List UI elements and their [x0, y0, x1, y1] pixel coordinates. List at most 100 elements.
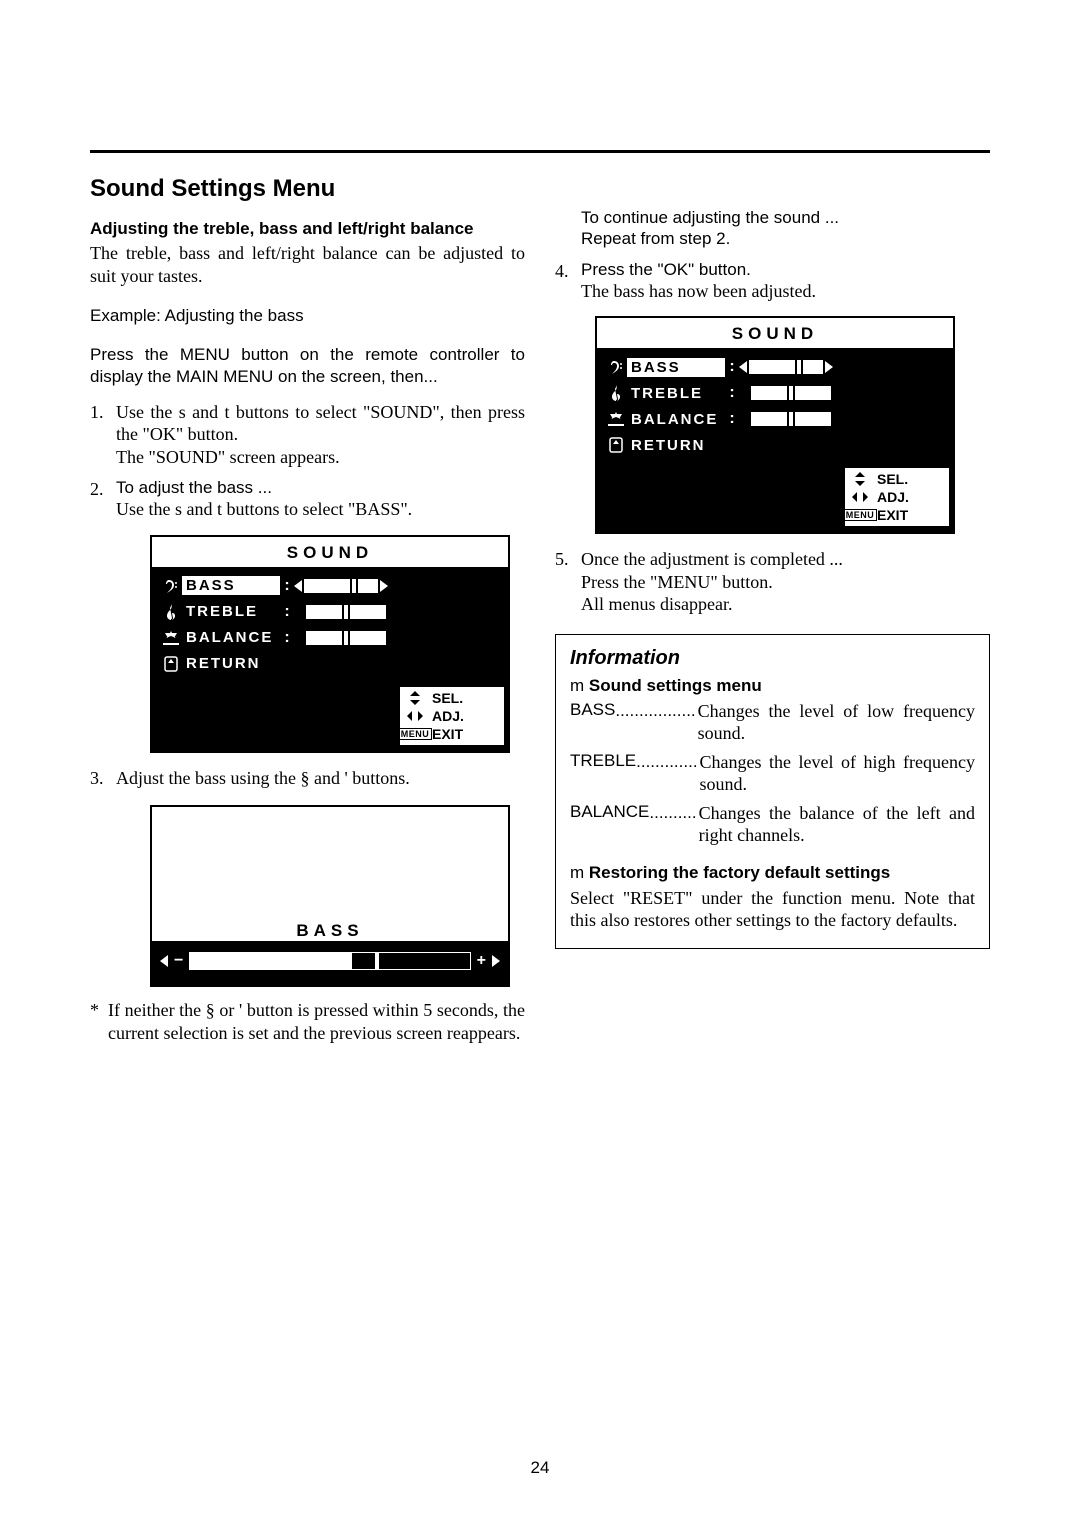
treble-clef-icon	[160, 603, 182, 621]
slider-bar	[751, 412, 787, 426]
slider-bar-left	[304, 579, 350, 593]
osd-row-balance: BALANCE :	[605, 406, 945, 432]
osd-label-treble: TREBLE	[627, 384, 725, 403]
step-1b: The "SOUND" screen appears.	[116, 446, 525, 469]
step-4: 4. Press the "OK" button. The bass has n…	[555, 260, 990, 303]
osd-colon: :	[280, 577, 294, 595]
bass-panel-title: BASS	[152, 917, 508, 941]
osd-title: SOUND	[152, 537, 508, 567]
section-heading: Sound Settings Menu	[90, 175, 525, 203]
legend-adj-label: ADJ.	[432, 708, 464, 724]
balance-icon	[605, 412, 627, 426]
osd-slider-treble	[294, 605, 386, 619]
step-number: 2.	[90, 478, 116, 521]
def-dots: .............	[636, 751, 697, 796]
osd-label-balance: BALANCE	[627, 410, 725, 429]
osd-label-treble: TREBLE	[182, 602, 280, 621]
legend-exit: MENU EXIT	[847, 506, 947, 524]
info-title: Information	[570, 647, 975, 670]
menu-badge: MENU	[402, 728, 428, 740]
osd-row-return: RETURN	[605, 432, 945, 458]
slider-bar	[795, 412, 831, 426]
osd-title: SOUND	[597, 318, 953, 348]
triangle-left-icon	[739, 361, 747, 373]
osd-label-return: RETURN	[182, 654, 280, 673]
def-desc: Changes the level of high frequency soun…	[698, 751, 975, 796]
two-column-layout: Sound Settings Menu Adjusting the treble…	[90, 175, 990, 1054]
rule-top	[90, 150, 990, 153]
asterisk: *	[90, 999, 108, 1044]
steps-list-right: 4. Press the "OK" button. The bass has n…	[555, 260, 990, 303]
page-number: 24	[0, 1458, 1080, 1478]
osd-footer: SEL. ADJ. MENU EXIT	[152, 683, 508, 751]
treble-clef-icon	[605, 384, 627, 402]
osd-footer: SEL. ADJ. MENU EXIT	[597, 464, 953, 532]
example-line: Example: Adjusting the bass	[90, 305, 525, 326]
leftright-icon	[847, 492, 873, 502]
step-number: 5.	[555, 548, 581, 616]
info-sub-1-label: Sound settings menu	[589, 676, 762, 695]
slider-bar	[306, 605, 342, 619]
information-box: Information m Sound settings menu BASS .…	[555, 634, 990, 949]
step-number: 3.	[90, 767, 116, 790]
bass-panel-blank	[152, 807, 508, 917]
osd-row-treble: TREBLE :	[605, 380, 945, 406]
def-term: TREBLE	[570, 751, 636, 796]
step-3-text: Adjust the bass using the § and ' button…	[116, 767, 525, 790]
step-5a: Once the adjustment is completed ...	[581, 548, 990, 571]
osd-colon: :	[280, 629, 294, 647]
slider-bar	[350, 631, 386, 645]
slider-tick	[789, 412, 793, 426]
triangle-left-icon	[160, 955, 168, 967]
osd-sound-panel-2: SOUND BASS :	[595, 316, 955, 534]
slider-bar-left	[749, 360, 795, 374]
bass-slider-tick	[375, 952, 379, 970]
footnote-text: If neither the § or ' button is pressed …	[108, 999, 525, 1044]
osd-sound-panel: SOUND BASS :	[150, 535, 510, 753]
steps-list-left-2: 3. Adjust the bass using the § and ' but…	[90, 767, 525, 790]
legend-adj: ADJ.	[847, 488, 947, 506]
osd-slider-treble	[739, 386, 831, 400]
step-4a: Press the "OK" button.	[581, 260, 990, 280]
updown-icon	[847, 472, 873, 486]
def-dots: .................	[615, 700, 695, 745]
step-1a: Use the s and t buttons to select "SOUND…	[116, 401, 525, 446]
osd-colon: :	[725, 410, 739, 428]
legend-exit: MENU EXIT	[402, 725, 502, 743]
subheading: Adjusting the treble, bass and left/righ…	[90, 219, 525, 239]
def-balance: BALANCE .......... Changes the balance o…	[570, 802, 975, 847]
osd-label-bass: BASS	[182, 576, 280, 595]
step-number: 4.	[555, 260, 581, 303]
osd-row-balance: BALANCE :	[160, 625, 500, 651]
legend-adj: ADJ.	[402, 707, 502, 725]
osd-colon: :	[725, 384, 739, 402]
osd-footer-legend: SEL. ADJ. MENU EXIT	[400, 687, 504, 745]
slider-tick	[344, 605, 348, 619]
step-number: 1.	[90, 401, 116, 469]
bass-slider-track	[189, 952, 470, 970]
intro-text: The treble, bass and left/right balance …	[90, 242, 525, 287]
plus-label: +	[477, 952, 486, 970]
slider-tick	[789, 386, 793, 400]
info-sub-1: m Sound settings menu	[570, 676, 975, 696]
slider-bar-right	[803, 360, 823, 374]
slider-bar	[306, 631, 342, 645]
osd-row-treble: TREBLE :	[160, 599, 500, 625]
info-sub-2-label: Restoring the factory default settings	[589, 863, 890, 882]
osd-slider-bass	[294, 579, 388, 593]
osd-row-return: RETURN	[160, 651, 500, 677]
triangle-right-icon	[492, 955, 500, 967]
slider-tick	[344, 631, 348, 645]
slider-tick	[352, 579, 356, 593]
osd-slider-balance	[294, 631, 386, 645]
def-term: BALANCE	[570, 802, 649, 847]
steps-list-right-2: 5. Once the adjustment is completed ... …	[555, 548, 990, 616]
step-2b: Use the s and t buttons to select "BASS"…	[116, 498, 525, 521]
slider-bar-right	[358, 579, 378, 593]
left-column: Sound Settings Menu Adjusting the treble…	[90, 175, 525, 1054]
osd-footer-legend: SEL. ADJ. MENU EXIT	[845, 468, 949, 526]
continue-line-1: To continue adjusting the sound ...	[581, 207, 990, 228]
step-1: 1. Use the s and t buttons to select "SO…	[90, 401, 525, 469]
updown-icon	[402, 691, 428, 705]
legend-sel: SEL.	[402, 689, 502, 707]
